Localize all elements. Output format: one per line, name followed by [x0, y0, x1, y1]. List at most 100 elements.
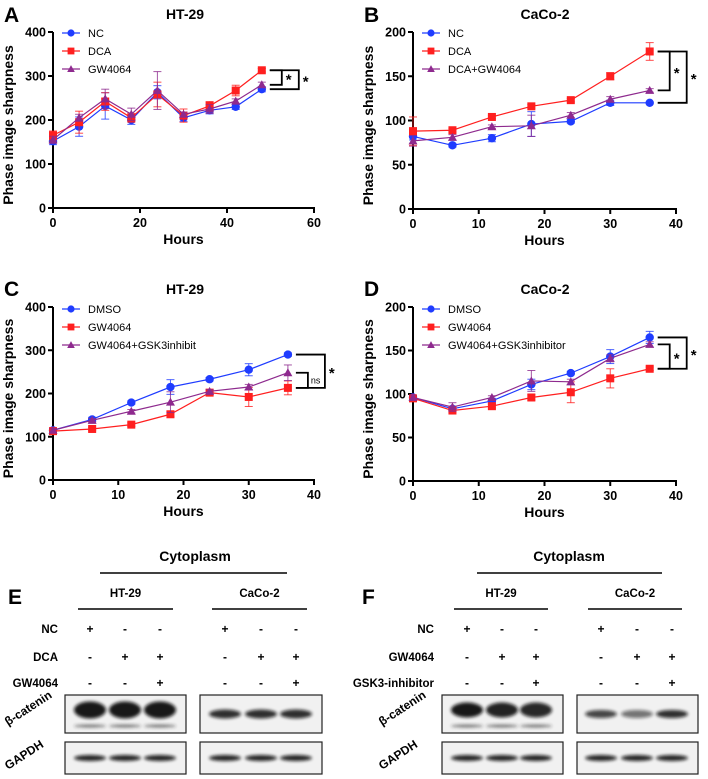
data-point [231, 102, 240, 112]
significance-bracket: * [657, 50, 680, 92]
x-tick-label: 10 [472, 489, 486, 503]
protein-band-minor [520, 724, 552, 728]
x-tick-label: 20 [133, 216, 147, 230]
legend-marker [427, 65, 435, 72]
protein-band [280, 709, 312, 719]
significance-label: * [691, 347, 697, 364]
bracket-line [269, 69, 300, 91]
chart-c: C HT-29 0 100 200 300 400 0 10 20 30 40 Hours Phase i… [0, 278, 335, 519]
legend-marker [67, 47, 75, 55]
treatment-sign: - [158, 622, 162, 636]
y-tick-label: 50 [392, 431, 406, 445]
significance-label: * [329, 365, 335, 382]
data-point [645, 333, 654, 342]
chart-title: HT-29 [166, 6, 204, 22]
chart-title: HT-29 [166, 281, 204, 297]
protein-band [486, 702, 518, 718]
data-point [526, 121, 536, 130]
treatment-sign: - [88, 676, 92, 690]
treatment-sign: + [221, 622, 228, 636]
data-point [645, 47, 654, 56]
legend-marker [427, 341, 435, 348]
x-tick-label: 10 [111, 488, 125, 502]
significance-bracket: * [657, 343, 680, 370]
legend-marker [427, 305, 435, 313]
significance-bracket: * [657, 336, 697, 370]
blot-panel-e: E Cytoplasm HT-29 CaCo-2 NC + - - + - - DCA - + + - + + GW… [2, 548, 323, 775]
compartment-label: Cytoplasm [159, 548, 231, 564]
y-tick-label: 150 [385, 70, 406, 84]
data-point [448, 141, 457, 150]
legend-marker [67, 29, 75, 37]
cell-line-label: HT-29 [485, 588, 516, 600]
data-point [566, 368, 575, 378]
protein-band-minor [451, 724, 483, 728]
data-point [526, 376, 536, 385]
data-point [645, 85, 655, 94]
treatment-sign: + [668, 676, 675, 690]
data-point [127, 420, 136, 429]
data-point [166, 410, 175, 419]
y-tick-label: 0 [399, 475, 406, 489]
x-axis-label: Hours [163, 503, 204, 519]
panel-letter: E [8, 586, 22, 609]
panel-letter: C [4, 278, 19, 301]
condition-label: NC [41, 624, 58, 636]
x-tick-label: 40 [307, 488, 321, 502]
protein-band [74, 755, 106, 761]
cell-line-label: CaCo-2 [239, 588, 279, 600]
y-tick-label: 400 [25, 301, 46, 315]
legend-marker [67, 323, 75, 331]
x-tick-label: 0 [410, 217, 417, 231]
data-point [645, 364, 654, 373]
data-point [127, 398, 136, 407]
data-point [244, 382, 254, 391]
data-point [527, 102, 536, 111]
x-tick-label: 40 [669, 489, 683, 503]
protein-band [486, 755, 518, 761]
treatment-sign: + [156, 650, 163, 664]
protein-label: β-catenin [376, 688, 428, 729]
data-point [48, 135, 58, 144]
treatment-sign: - [123, 622, 127, 636]
x-tick-label: 40 [669, 217, 683, 231]
data-point [408, 136, 418, 145]
data-point [487, 112, 496, 121]
x-tick-label: 30 [603, 217, 617, 231]
data-point [257, 66, 266, 75]
panel-letter: B [364, 4, 379, 27]
condition-label: GSK3-inhibitor [353, 678, 435, 690]
treatment-sign: - [534, 622, 538, 636]
significance-bracket: * [269, 69, 309, 91]
x-axis-label: Hours [524, 504, 565, 520]
data-point [87, 415, 97, 424]
protein-band [109, 701, 141, 719]
treatment-sign: + [121, 650, 128, 664]
condition-label: GW4064 [13, 678, 59, 690]
x-tick-label: 30 [603, 489, 617, 503]
treatment-sign: - [223, 650, 227, 664]
protein-band [245, 709, 277, 719]
chart-title: CaCo-2 [520, 281, 569, 297]
condition-label: DCA [33, 652, 58, 664]
significance-label: * [286, 72, 292, 89]
treatment-sign: + [498, 650, 505, 664]
blot-panel-f: F Cytoplasm HT-29 CaCo-2 NC + - - + - - GW4064 - + + - +… [353, 548, 699, 775]
protein-label: β-catenin [2, 688, 54, 729]
legend-marker [427, 323, 435, 331]
protein-band [209, 755, 241, 761]
data-point [283, 350, 293, 359]
legend-label: DMSO [88, 304, 121, 316]
treatment-sign: - [294, 622, 298, 636]
protein-band [451, 755, 483, 761]
protein-band [245, 755, 277, 761]
panel-letter: A [4, 4, 19, 27]
protein-label: GAPDH [376, 737, 420, 772]
cell-line-label: CaCo-2 [615, 588, 655, 600]
treatment-sign: - [465, 650, 469, 664]
protein-band [656, 710, 688, 718]
protein-band [656, 755, 688, 761]
protein-band [621, 710, 653, 718]
legend-label: GW4064+GSK3inhibitor [448, 340, 566, 352]
data-point [244, 392, 253, 401]
